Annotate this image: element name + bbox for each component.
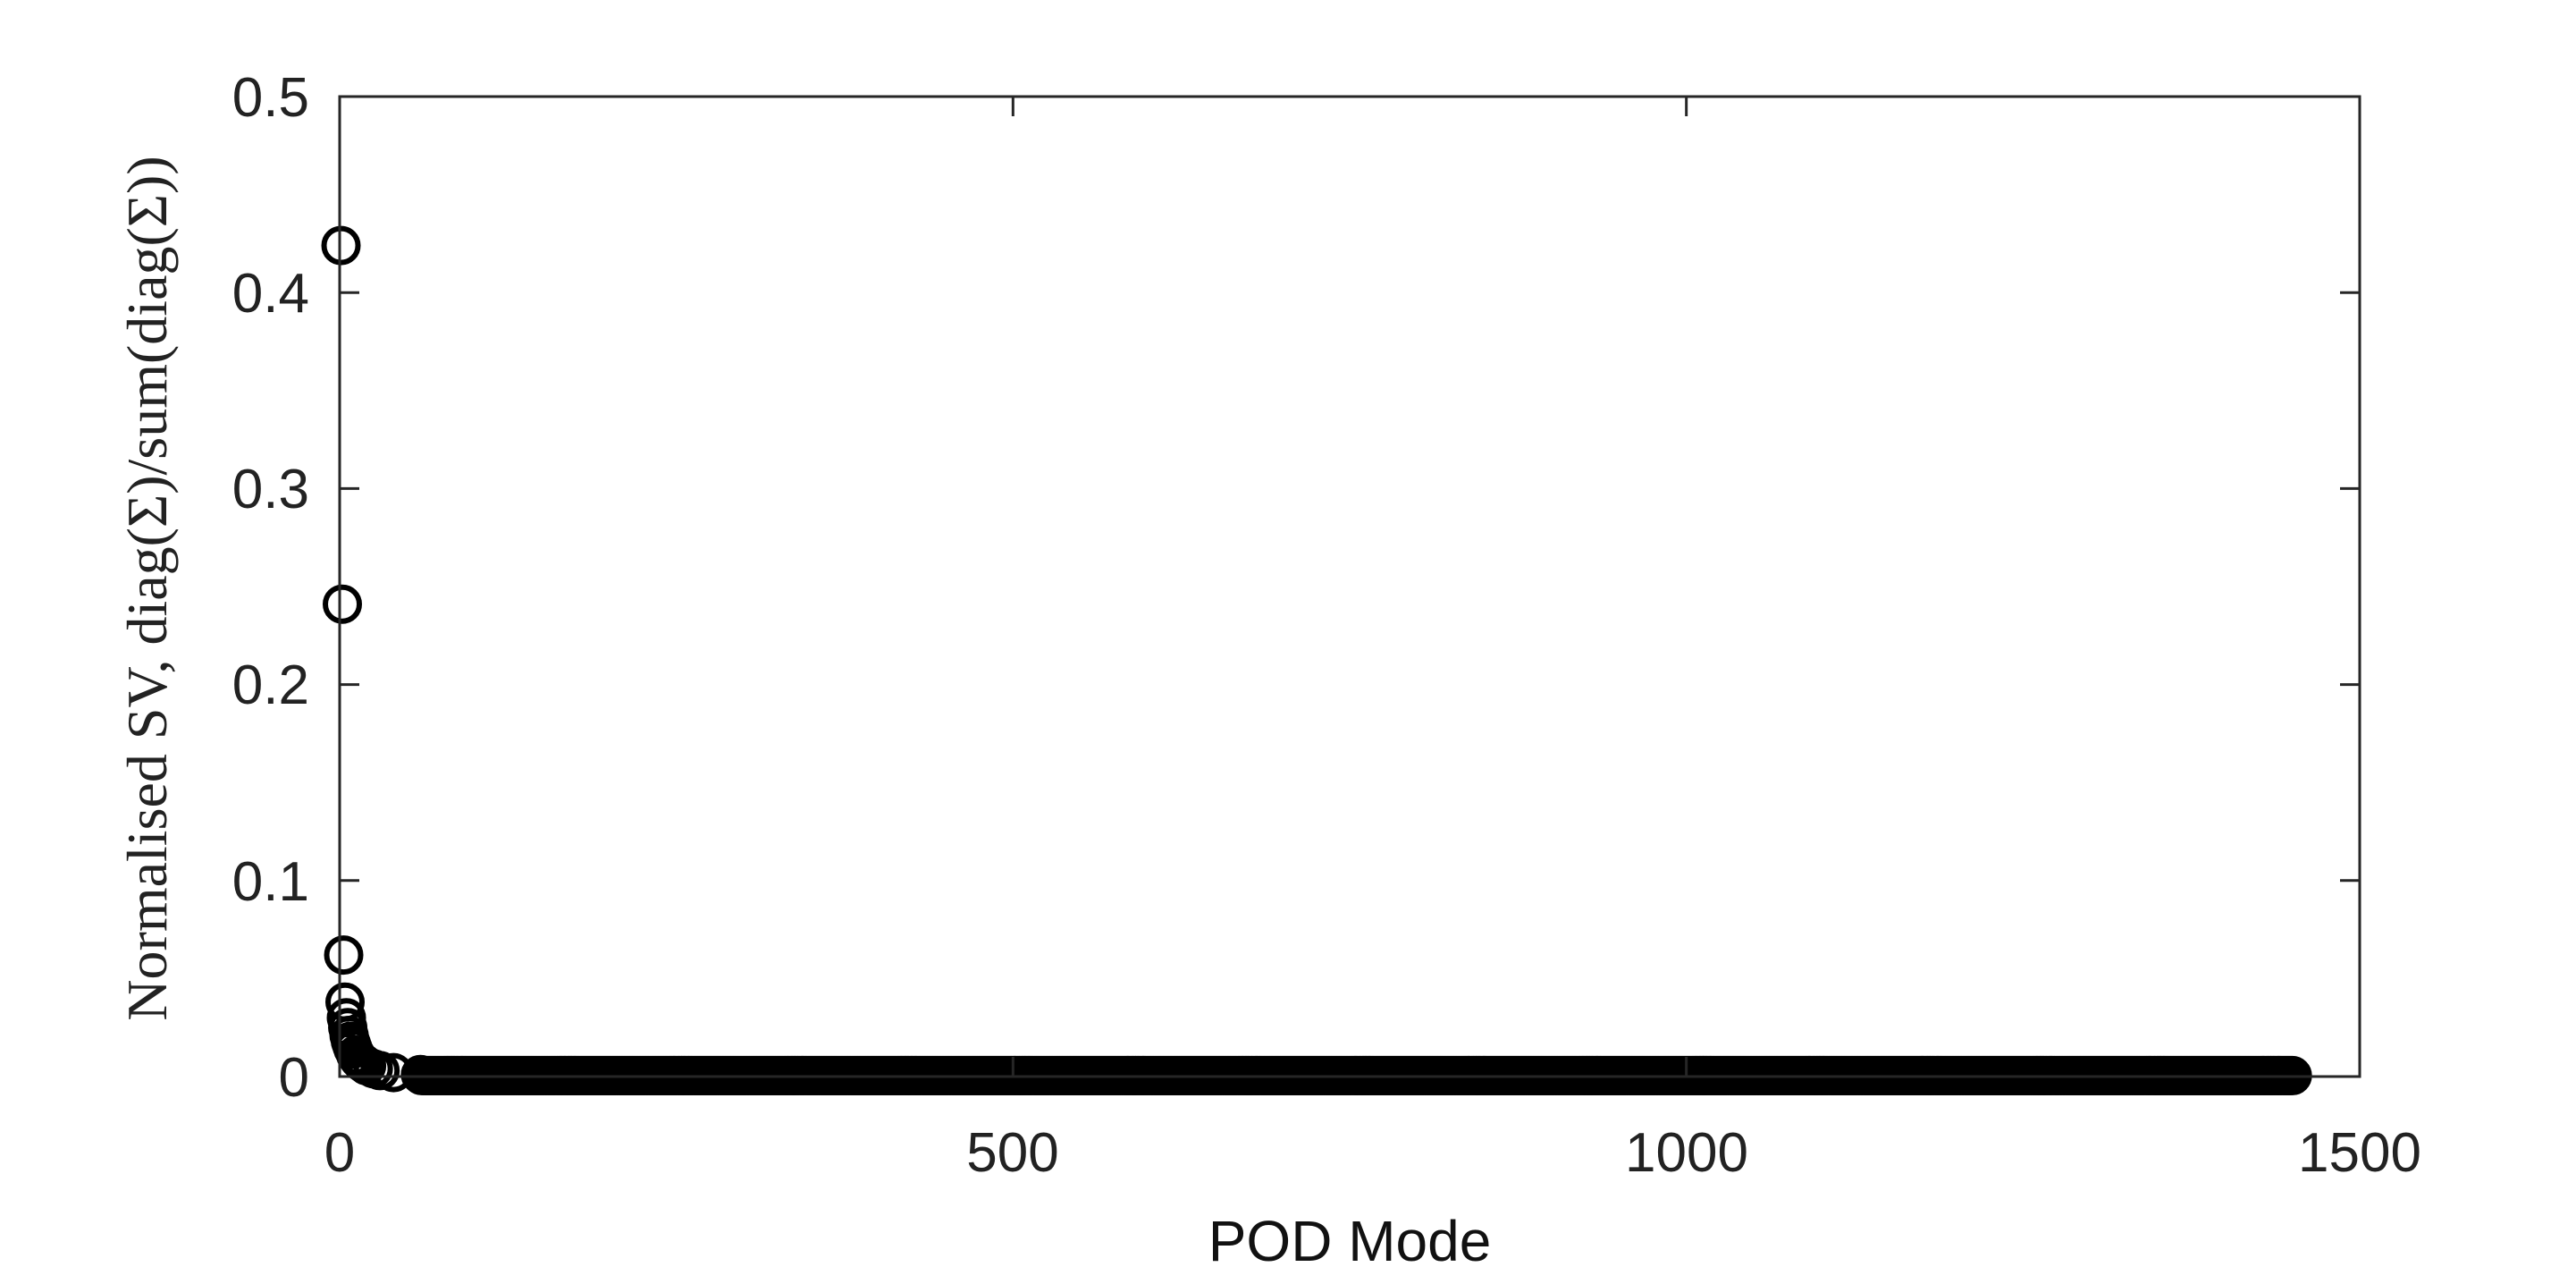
data-point: [323, 584, 363, 624]
y-tick-label: 0.2: [232, 655, 309, 716]
y-axis-title: Normalised SV, diag(Σ)/sum(diag(Σ)): [115, 156, 179, 1020]
x-tick-label: 1000: [1625, 1122, 1748, 1184]
data-point: [400, 1054, 441, 1094]
y-tick-label: 0.1: [232, 851, 309, 913]
y-tick-label: 0: [279, 1047, 309, 1109]
plot-area-frame: [338, 95, 2361, 1078]
x-tick-label: 0: [324, 1122, 355, 1184]
y-tick-label: 0.5: [232, 67, 309, 129]
data-point: [326, 998, 366, 1038]
y-tick-label: 0.4: [232, 263, 309, 325]
x-axis-title: POD Mode: [1208, 1209, 1492, 1267]
y-tick-label: 0.3: [232, 459, 309, 520]
data-point: [325, 982, 366, 1022]
data-point: [321, 225, 361, 266]
data-point: [324, 935, 364, 976]
x-tick-label: 500: [966, 1122, 1058, 1184]
x-tick-label: 1500: [2298, 1122, 2421, 1184]
axis-ticks: [338, 95, 2361, 1078]
